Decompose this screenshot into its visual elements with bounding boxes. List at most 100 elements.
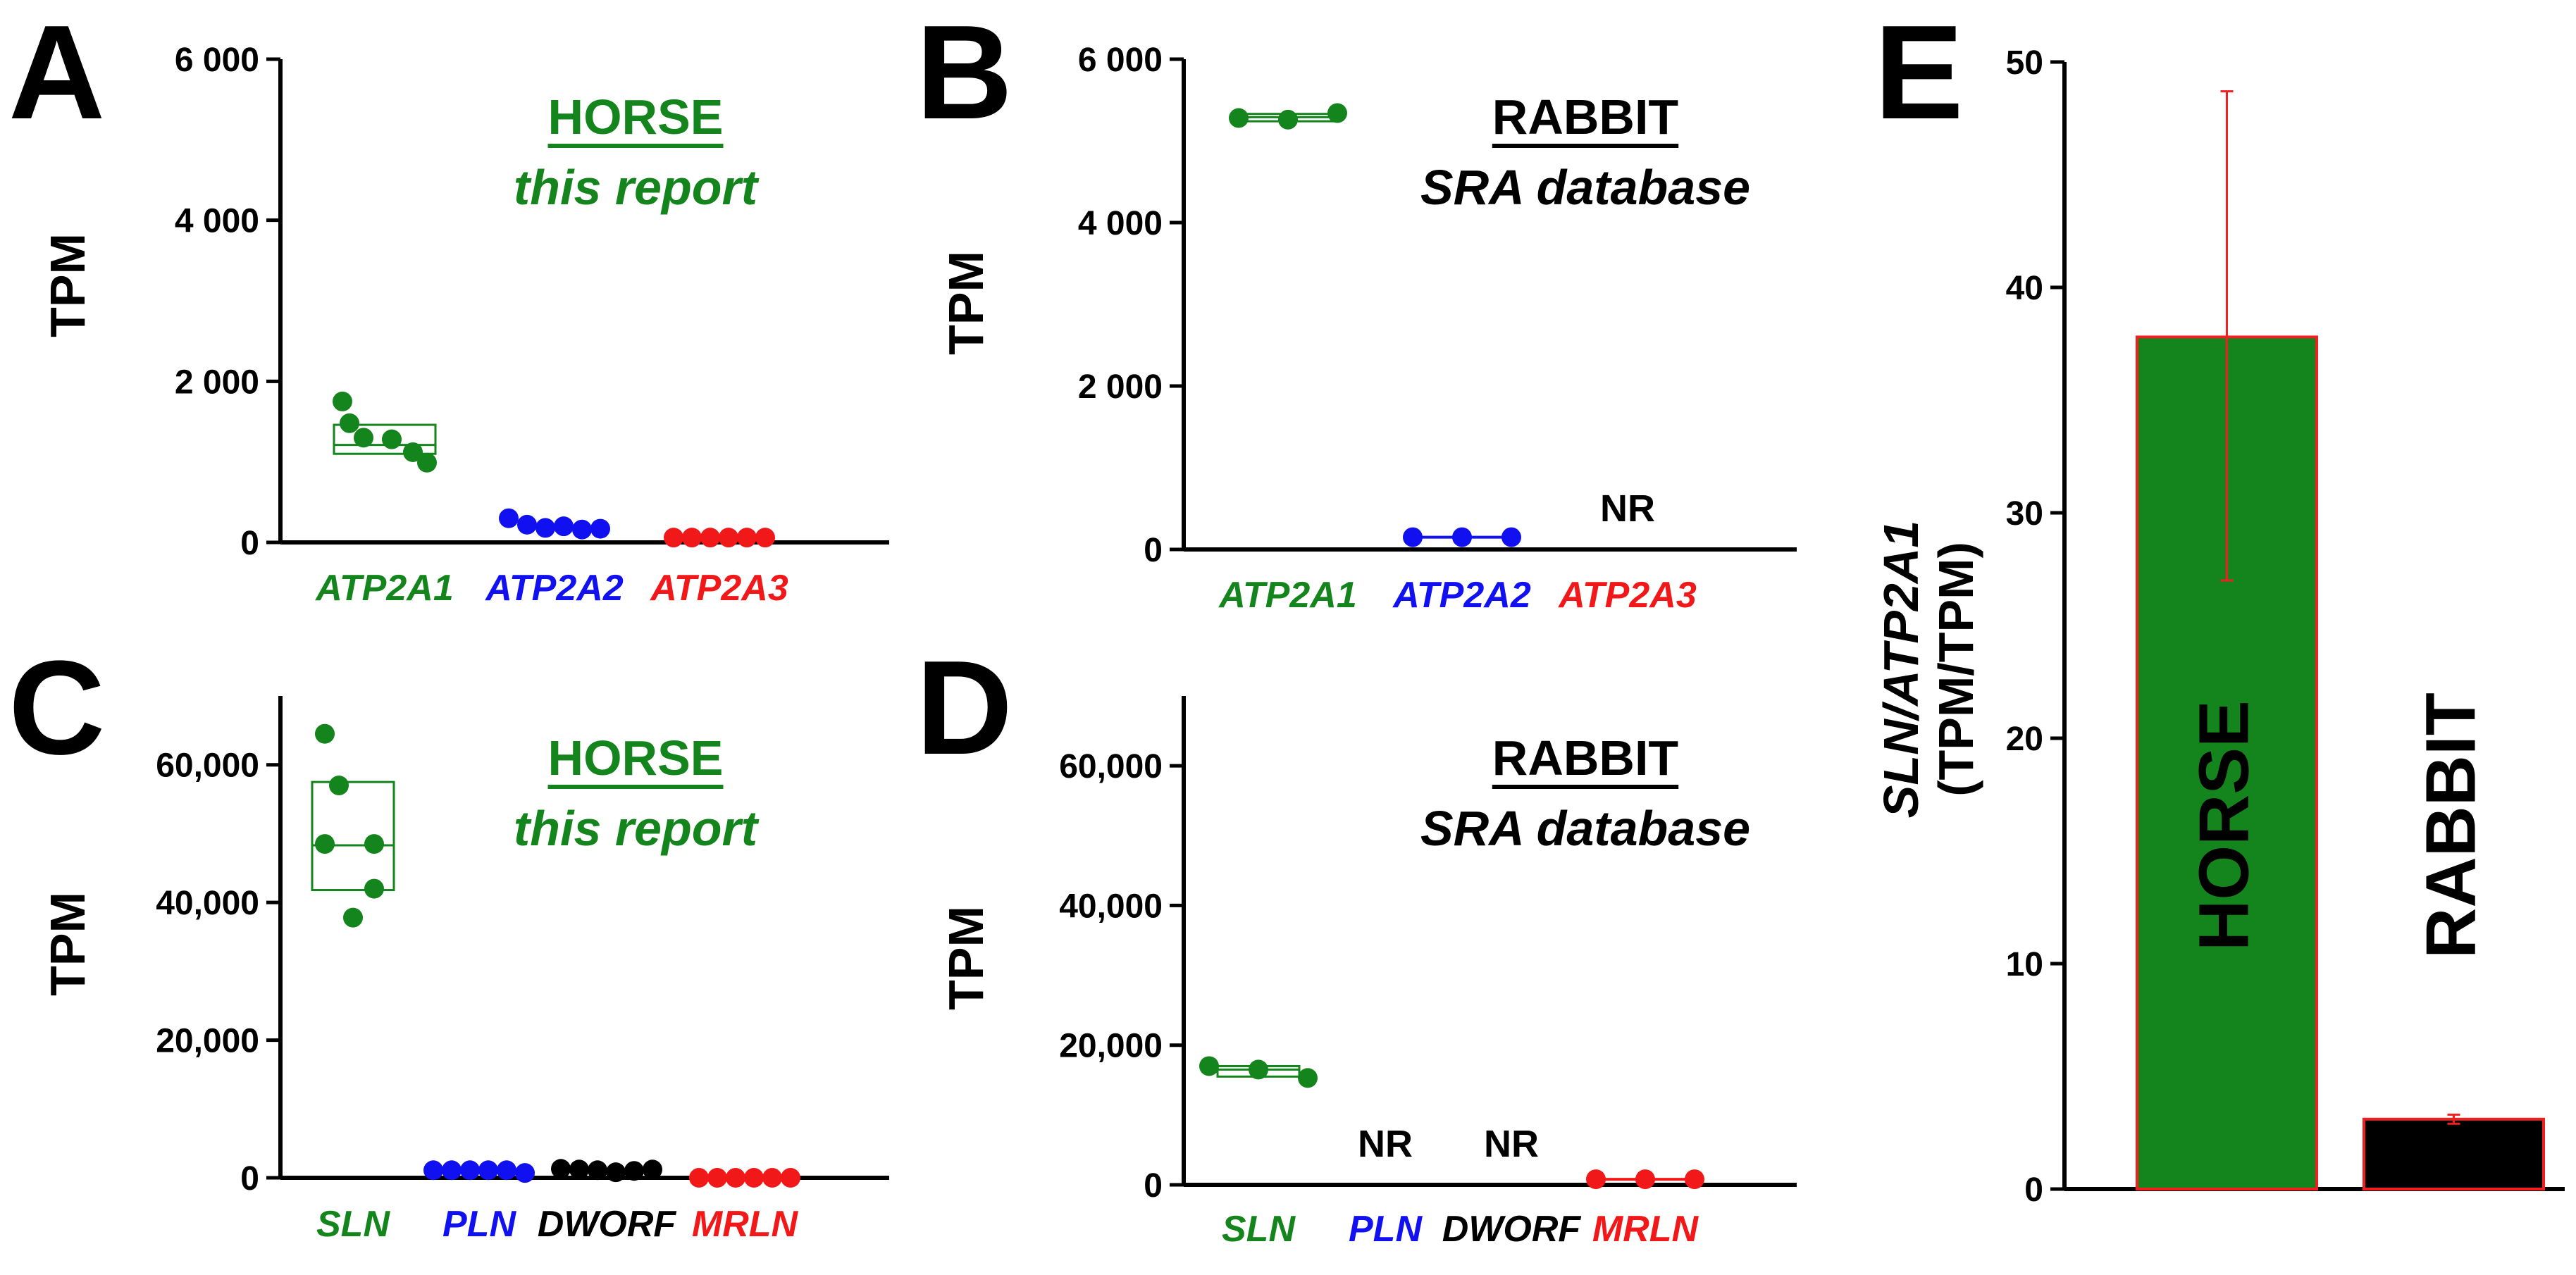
data-point-c <box>364 834 384 854</box>
gene-label-b: ATP2A2 <box>1392 575 1531 616</box>
y-tick-label-a: 6 000 <box>175 42 259 79</box>
y-axis-label-d: TPM <box>939 906 993 1010</box>
y-tick-label-c: 60,000 <box>156 747 259 785</box>
data-point-c <box>423 1160 443 1181</box>
data-point-c <box>315 723 335 744</box>
gene-label-d: DWORF <box>1442 1209 1582 1250</box>
data-point-a <box>417 452 437 473</box>
bar-rabbit <box>2363 1117 2545 1191</box>
y-tick-label-c: 0 <box>240 1160 259 1198</box>
gene-label-c: SLN <box>316 1204 390 1245</box>
panel-letter-b: B <box>916 0 1013 147</box>
y-tick-label-d: 60,000 <box>1059 748 1163 785</box>
data-point-c <box>551 1159 571 1179</box>
gene-label-d: PLN <box>1349 1209 1423 1250</box>
gene-label-a: ATP2A2 <box>484 568 624 609</box>
data-point-d <box>1635 1169 1655 1190</box>
data-point-a <box>382 429 402 449</box>
data-point-c <box>762 1168 782 1188</box>
data-point-c <box>643 1159 662 1180</box>
source-label-d: SRA database <box>1420 801 1750 856</box>
source-label-c: this report <box>514 801 760 856</box>
y-axis-label-b: TPM <box>939 251 993 355</box>
panel-letter-d: D <box>916 633 1013 783</box>
data-point-c <box>315 834 335 854</box>
y-tick-label-b: 0 <box>1144 532 1163 569</box>
gene-label-a: ATP2A3 <box>649 568 788 609</box>
y-tick-label-d: 0 <box>1144 1167 1163 1205</box>
gene-label-b: ATP2A3 <box>1557 575 1697 616</box>
data-point-c <box>689 1168 709 1188</box>
data-point-c <box>515 1163 535 1183</box>
not-reported-label-d: NR <box>1484 1123 1539 1165</box>
gene-label-d: MRLN <box>1592 1209 1699 1250</box>
data-point-b <box>1403 527 1423 547</box>
y-tick-label-d: 20,000 <box>1059 1028 1163 1065</box>
box-a <box>333 423 437 455</box>
data-point-d <box>1685 1169 1704 1190</box>
data-point-a <box>403 442 423 462</box>
data-point-a <box>590 518 610 539</box>
data-point-c <box>606 1162 626 1183</box>
panel-letter-c: C <box>8 633 105 783</box>
data-point-a <box>333 391 352 411</box>
panel-c: C TPM HORSE this report 0 20,000 40,000 60,… <box>8 633 889 1245</box>
data-point-b <box>1278 109 1298 130</box>
panel-d: D TPM RABBIT SRA database 0 20,000 40,000 6… <box>916 633 1797 1250</box>
y-axis-label-e-line2: (TPM/TPM) <box>1928 542 1983 797</box>
panel-e: E SLN/ATP2A1 (TPM/TPM) 0 10 20 30 40 50 HORSE R… <box>1874 0 2565 1209</box>
data-point-c <box>781 1168 800 1188</box>
y-axis-label-c: TPM <box>40 892 95 996</box>
data-point-d <box>1298 1068 1318 1088</box>
y-axis-label-e-line1: SLN/ATP2A1 <box>1874 521 1928 819</box>
data-point-c <box>343 907 363 928</box>
source-label-b: SRA database <box>1420 160 1750 215</box>
data-point-c <box>744 1168 764 1188</box>
not-reported-label-b: NR <box>1600 487 1655 530</box>
data-point-a <box>737 528 757 548</box>
gene-label-c: MRLN <box>692 1204 799 1245</box>
data-point-d <box>1586 1169 1606 1190</box>
data-point-c <box>478 1160 498 1181</box>
data-point-a <box>700 528 720 548</box>
data-point-c <box>588 1160 607 1181</box>
y-tick-label-a: 2 000 <box>175 363 259 401</box>
data-point-a <box>535 518 555 538</box>
box-c <box>311 780 395 892</box>
panel-letter-a: A <box>8 0 105 147</box>
gene-label-b: ATP2A1 <box>1218 575 1357 616</box>
data-point-a <box>354 428 373 448</box>
y-tick-label-c: 40,000 <box>156 885 259 922</box>
data-point-c <box>364 878 384 899</box>
not-reported-label-d: NR <box>1358 1123 1413 1165</box>
panel-letter-e: E <box>1874 0 1964 147</box>
y-tick-label-e: 0 <box>2024 1171 2043 1209</box>
data-point-a <box>682 528 702 548</box>
data-point-c <box>460 1160 480 1181</box>
species-label-d: RABBIT <box>1492 730 1678 785</box>
bar-label-rabbit: RABBIT <box>2412 692 2491 959</box>
data-point-a <box>664 528 683 548</box>
data-point-c <box>497 1160 516 1181</box>
y-tick-label-e: 30 <box>2006 495 2043 533</box>
y-tick-label-e: 10 <box>2006 946 2043 983</box>
data-point-a <box>554 516 574 537</box>
data-point-c <box>442 1160 462 1181</box>
gene-label-d: SLN <box>1222 1209 1296 1250</box>
y-tick-label-b: 6 000 <box>1078 42 1163 79</box>
data-point-d <box>1249 1059 1268 1080</box>
data-point-b <box>1327 103 1347 123</box>
species-label-c: HORSE <box>548 730 724 785</box>
y-tick-label-e: 40 <box>2006 270 2043 307</box>
data-point-a <box>719 528 738 548</box>
data-point-d <box>1199 1056 1219 1076</box>
bar-label-horse: HORSE <box>2185 700 2264 951</box>
data-point-c <box>624 1161 644 1181</box>
y-tick-label-d: 40,000 <box>1059 888 1163 925</box>
y-tick-label-c: 20,000 <box>156 1023 259 1060</box>
data-point-a <box>755 528 775 548</box>
data-point-c <box>569 1159 589 1180</box>
species-label-a: HORSE <box>548 89 724 144</box>
data-point-a <box>517 514 537 535</box>
